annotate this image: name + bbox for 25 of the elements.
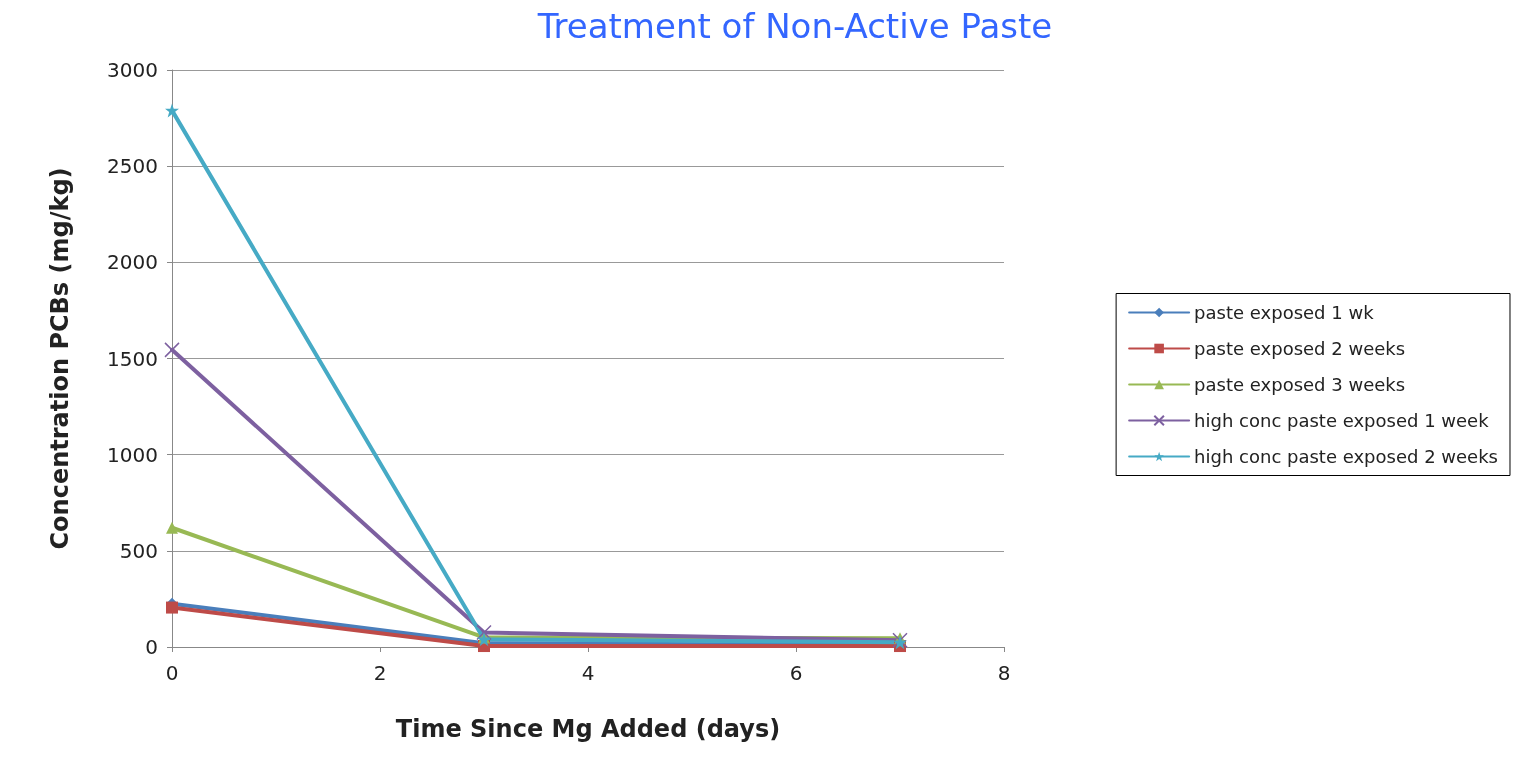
- y-tick-label: 500: [119, 538, 158, 563]
- y-tick-label: 1000: [107, 442, 158, 467]
- x-tick-label: 4: [581, 661, 595, 685]
- x-tick-label: 2: [373, 661, 387, 685]
- legend-label: paste exposed 2 weeks: [1194, 338, 1406, 359]
- y-tick-label: 0: [145, 635, 158, 659]
- legend-label: paste exposed 1 wk: [1194, 302, 1375, 323]
- y-tick-label: 3000: [107, 58, 158, 82]
- point: [166, 601, 178, 614]
- y-tick-label: 2500: [107, 154, 158, 179]
- chart-title: Treatment of Non-Active Paste: [536, 6, 1053, 46]
- y-axis-title: Concentration PCBs (mg/kg): [46, 167, 74, 550]
- point: [165, 103, 179, 118]
- legend-label: high conc paste exposed 2 weeks: [1194, 446, 1499, 467]
- legend-label: paste exposed 3 weeks: [1194, 374, 1406, 395]
- legend-label: high conc paste exposed 1 week: [1194, 410, 1490, 431]
- point: [166, 521, 178, 534]
- x-tick-label: 8: [997, 661, 1011, 685]
- point: [164, 342, 180, 358]
- y-tick-label: 1500: [107, 346, 158, 371]
- x-axis-title: Time Since Mg Added (days): [395, 715, 781, 743]
- y-tick-label: 2000: [107, 250, 158, 275]
- x-tick-label: 0: [165, 661, 179, 685]
- point: [476, 624, 492, 641]
- x-tick-label: 6: [789, 661, 803, 685]
